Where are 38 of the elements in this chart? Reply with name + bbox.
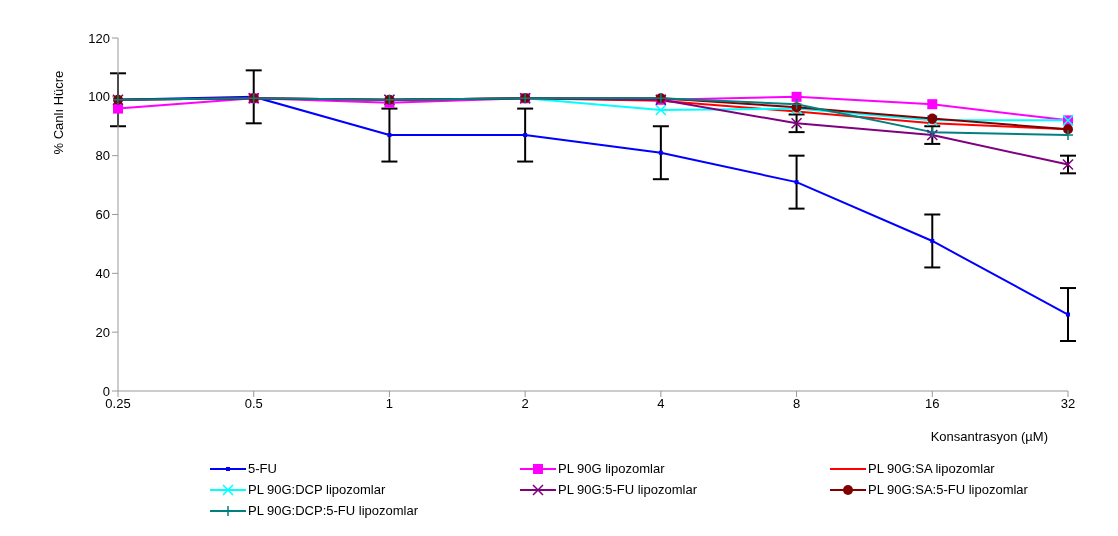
legend-label: PL 90G:SA lipozomlar bbox=[868, 461, 995, 476]
point bbox=[523, 133, 528, 138]
y-tick-label: 60 bbox=[95, 207, 110, 223]
x-tick-label: 8 bbox=[792, 396, 801, 412]
x-axis-title: Konsantrasyon (µM) bbox=[930, 429, 1048, 444]
point bbox=[790, 117, 803, 130]
point bbox=[927, 99, 938, 110]
y-tick-label: 20 bbox=[95, 324, 110, 340]
legend-label: PL 90G:DCP:5-FU lipozomlar bbox=[248, 503, 419, 518]
x-tick-label: 0.25 bbox=[105, 396, 131, 412]
point bbox=[794, 180, 799, 185]
legend-label: PL 90G:5-FU lipozomlar bbox=[558, 482, 697, 497]
point bbox=[1062, 158, 1074, 171]
point bbox=[1066, 312, 1070, 317]
legend-label: PL 90G:DCP lipozomlar bbox=[248, 482, 386, 497]
point bbox=[658, 150, 663, 155]
x-tick-label: 4 bbox=[657, 396, 665, 412]
point bbox=[113, 103, 123, 114]
legend-label: PL 90G:SA:5-FU lipozomlar bbox=[868, 482, 1028, 497]
point bbox=[790, 98, 803, 110]
point bbox=[387, 133, 392, 138]
y-tick-label: 40 bbox=[95, 265, 110, 281]
legend-label: 5-FU bbox=[248, 461, 277, 476]
y-tick-label: 80 bbox=[95, 148, 110, 164]
x-tick-label: 1 bbox=[385, 396, 394, 412]
point bbox=[1062, 129, 1074, 141]
x-tick-label: 2 bbox=[521, 396, 529, 412]
legend-label: PL 90G lipozomlar bbox=[558, 461, 665, 476]
y-axis-title: % Canlı Hücre bbox=[50, 70, 66, 155]
point bbox=[791, 91, 802, 102]
point bbox=[655, 104, 667, 116]
y-tick-label: 120 bbox=[88, 30, 110, 46]
x-tick-label: 0.5 bbox=[244, 396, 263, 412]
y-tick-label: 100 bbox=[88, 89, 110, 105]
point bbox=[930, 238, 935, 243]
x-tick-label: 16 bbox=[925, 396, 940, 412]
y-tick-label: 0 bbox=[102, 383, 110, 399]
x-tick-label: 32 bbox=[1060, 396, 1076, 412]
